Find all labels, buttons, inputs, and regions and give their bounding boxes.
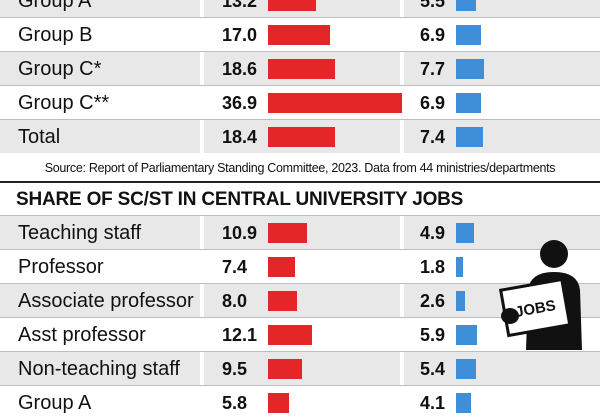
cell-background — [404, 352, 600, 385]
blue-value-label: 4.9 — [420, 223, 446, 243]
cell-background — [0, 0, 200, 17]
red-value-label: 8.0 — [222, 291, 248, 311]
table-row: Group C* 18.6 7.7 — [0, 51, 600, 85]
jobs-sign-person-icon: JOBS — [498, 240, 582, 350]
category-label: Group C** — [18, 92, 110, 114]
cell-background — [0, 284, 200, 317]
table-row: Teaching staff 10.9 4.9 — [0, 215, 600, 249]
red-value-label: 9.5 — [222, 359, 248, 379]
table-row: Group A 13.2 5.5 — [0, 0, 600, 17]
table-row: Non-teaching staff 9.5 5.4 — [0, 351, 600, 385]
cell-background — [0, 352, 200, 385]
red-bar — [268, 59, 336, 79]
red-bar — [268, 359, 303, 379]
table-row: Total 18.4 7.4 — [0, 119, 600, 153]
cell-background — [404, 86, 600, 119]
red-value-label: 10.9 — [222, 223, 258, 243]
red-bar — [268, 325, 312, 345]
table-row: Professor 7.4 1.8 — [0, 249, 600, 283]
blue-bar — [456, 291, 466, 311]
source-note: Source: Report of Parliamentary Standing… — [44, 161, 556, 175]
category-label: Total — [18, 126, 61, 148]
red-value-label: 18.4 — [222, 127, 258, 147]
cell-background — [204, 284, 400, 317]
category-label: Professor — [18, 256, 104, 278]
blue-bar — [456, 93, 481, 113]
cell-background — [404, 52, 600, 85]
red-value-label: 36.9 — [222, 93, 258, 113]
cell-background — [0, 250, 200, 283]
red-value-label: 17.0 — [222, 25, 258, 45]
blue-bar — [456, 325, 478, 345]
table-row: Group B 17.0 6.9 — [0, 17, 600, 51]
red-bar — [268, 393, 289, 413]
blue-value-label: 4.1 — [420, 393, 446, 413]
blue-value-label: 5.5 — [420, 0, 446, 11]
cell-background — [204, 250, 400, 283]
category-label: Associate professor — [18, 290, 194, 312]
red-value-label: 13.2 — [222, 0, 258, 11]
cell-background — [0, 120, 200, 153]
blue-value-label: 5.4 — [420, 359, 446, 379]
blue-value-label: 6.9 — [420, 25, 446, 45]
blue-bar — [456, 393, 471, 413]
blue-bar — [456, 0, 476, 11]
red-bar — [268, 223, 308, 243]
red-value-label: 7.4 — [222, 257, 248, 277]
table-row: Associate professor 8.0 2.6 — [0, 283, 600, 317]
blue-bar — [456, 127, 483, 147]
blue-bar — [456, 359, 476, 379]
blue-value-label: 5.9 — [420, 325, 446, 345]
blue-value-label: 1.8 — [420, 257, 446, 277]
category-label: Non-teaching staff — [18, 358, 180, 380]
red-bar — [268, 25, 330, 45]
table-row: Group A 5.8 4.1 — [0, 385, 600, 419]
cell-background — [0, 318, 200, 351]
blue-value-label: 6.9 — [420, 93, 446, 113]
red-bar — [268, 291, 297, 311]
cell-background — [404, 216, 600, 249]
red-bar — [268, 257, 295, 277]
category-label: Group A — [18, 0, 92, 12]
table-row: Group C** 36.9 6.9 — [0, 85, 600, 119]
blue-bar — [456, 223, 474, 243]
blue-value-label: 7.4 — [420, 127, 446, 147]
red-bar — [268, 0, 316, 11]
cell-background — [404, 18, 600, 51]
blue-bar — [456, 257, 463, 277]
section-title: SHARE OF SC/ST IN CENTRAL UNIVERSITY JOB… — [16, 189, 464, 210]
section-divider — [0, 181, 600, 183]
blue-bar — [456, 25, 481, 45]
jobs-sign-text: JOBS — [514, 297, 557, 321]
blue-value-label: 7.7 — [420, 59, 446, 79]
category-label: Asst professor — [18, 324, 146, 346]
blue-bar — [456, 59, 484, 79]
cell-background — [404, 0, 600, 17]
red-value-label: 18.6 — [222, 59, 258, 79]
red-value-label: 5.8 — [222, 393, 248, 413]
cell-background — [0, 52, 200, 85]
red-bar — [268, 127, 335, 147]
blue-value-label: 2.6 — [420, 291, 446, 311]
category-label: Group A — [18, 392, 92, 414]
cell-background — [0, 86, 200, 119]
category-label: Group B — [18, 24, 93, 46]
red-bar — [268, 93, 402, 113]
red-value-label: 12.1 — [222, 325, 258, 345]
cell-background — [0, 18, 200, 51]
cell-background — [0, 216, 200, 249]
cell-background — [404, 120, 600, 153]
category-label: Teaching staff — [18, 222, 142, 244]
category-label: Group C* — [18, 58, 102, 80]
